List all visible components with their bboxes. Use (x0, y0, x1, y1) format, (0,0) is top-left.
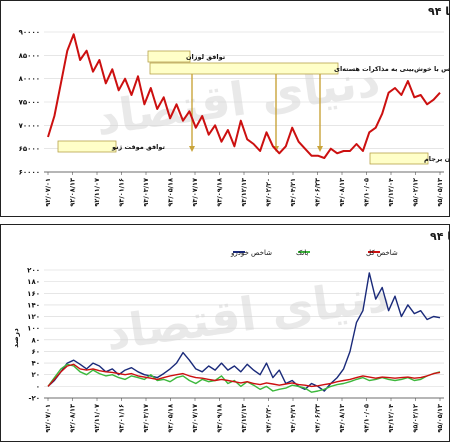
x-tick-label-6: ۹۳/۰۷/۱۷ (191, 178, 199, 207)
legend-label-2: شاخص خودرو (230, 249, 272, 257)
x-tick-label-16: ۹۵/۰۵/۱۳ (436, 178, 444, 207)
x-tick-label-9: ۹۴/۰۲/۲۰ (265, 404, 273, 433)
y-tick-label-4: ۶۰ (31, 348, 40, 356)
legend-label-1: بانک (296, 249, 308, 257)
chart2-title: مقایسه نوسان شاخص کل با دو صنعت بانک و خ… (430, 230, 450, 243)
x-tick-label-16: ۹۵/۰۵/۱۳ (436, 404, 444, 433)
y-tick-label-10: ۱۸۰ (27, 278, 40, 286)
x-tick-label-4: ۹۳/۰۳/۱۷ (142, 404, 150, 433)
x-tick-label-10: ۹۴/۰۴/۲۱ (289, 404, 297, 433)
x-tick-label-14: ۹۴/۱۲/۰۴ (387, 178, 395, 207)
y-tick-label-0: ۶۰۰۰۰ (19, 169, 40, 177)
x-tick-label-2: ۹۲/۱۱/۰۷ (93, 404, 101, 433)
x-tick-label-4: ۹۳/۰۳/۱۷ (142, 178, 150, 207)
x-tick-label-8: ۹۳/۱۲/۱۳ (240, 178, 248, 207)
x-tick-label-1: ۹۲/۰۸/۱۳ (69, 178, 77, 207)
x-tick-label-5: ۹۳/۰۵/۱۸ (167, 404, 175, 433)
series-line-0 (47, 33, 441, 159)
annotation-box-jcpoa (369, 152, 429, 165)
legend-label-0: شاخص کل (366, 249, 398, 257)
panel1-frame (0, 0, 450, 217)
chart2-y-ticks: -۲۰ ۰ ۲۰ ۴۰ ۶۰ ۸۰ ۱۰۰ ۱۲۰ ۱۴۰ ۱۶۰ ۱۸۰ ۲۰۰ (27, 267, 40, 403)
x-tick-label-13: ۹۴/۱۰/۰۵ (363, 404, 371, 433)
chart2-grid (44, 269, 444, 401)
x-tick-label-0: ۹۲/۰۷/۰۱ (44, 178, 52, 207)
chart1-x-ticks: ۹۲/۰۷/۰۱ ۹۲/۰۸/۱۳ ۹۲/۱۱/۰۷ ۹۳/۰۱/۱۶ ۹۳/۰۳/۱۷… (44, 178, 444, 207)
x-tick-label-0: ۹۲/۰۷/۰۱ (44, 404, 52, 433)
y-tick-label-4: ۸۰۰۰۰ (19, 75, 40, 83)
x-tick-label-8: ۹۳/۱۲/۱۳ (240, 404, 248, 433)
y-tick-label-3: ۷۵۰۰۰ (19, 99, 40, 107)
x-tick-label-13: ۹۴/۱۰/۰۵ (363, 178, 371, 207)
x-tick-label-12: ۹۴/۰۸/۱۳ (338, 404, 346, 433)
x-tick-label-10: ۹۴/۰۴/۲۱ (289, 178, 297, 207)
series-line-0 (47, 272, 441, 392)
x-tick-label-15: ۹۵/۰۲/۱۲ (412, 404, 420, 433)
x-tick-label-9: ۹۴/۰۲/۲۰ (265, 178, 273, 207)
x-tick-label-3: ۹۳/۰۱/۱۶ (118, 404, 126, 433)
annotation-arrowhead-0 (189, 146, 195, 152)
annotation-box-geneva (57, 140, 117, 153)
x-tick-label-11: ۹۴/۰۶/۲۳ (314, 404, 322, 433)
x-tick-label-7: ۹۳/۰۹/۱۸ (216, 178, 224, 207)
y-tick-label-8: ۱۴۰ (27, 301, 40, 309)
annotation-geneva: توافق موقت ژنو (111, 143, 165, 151)
x-tick-label-7: ۹۳/۰۹/۱۸ (216, 404, 224, 433)
chart1-series (47, 33, 441, 159)
y-tick-label-2: ۷۰۰۰۰ (19, 122, 40, 130)
chart1-y-ticks: ۶۰۰۰۰ ۶۵۰۰۰ ۷۰۰۰۰ ۷۵۰۰۰ ۸۰۰۰۰ ۸۵۰۰۰ ۹۰۰۰۰ (19, 29, 40, 177)
y-tick-label-1: ۰ (36, 383, 40, 391)
chart2-y-label: درصد (11, 328, 20, 348)
x-tick-label-11: ۹۴/۰۶/۲۳ (314, 178, 322, 207)
panel2-frame (0, 224, 450, 442)
annotation-lausanne: توافق لوزان (186, 53, 225, 61)
y-tick-label-6: ۱۰۰ (27, 325, 40, 333)
chart2-x-ticks: ۹۲/۰۷/۰۱ ۹۲/۰۸/۱۳ ۹۲/۱۱/۰۷ ۹۳/۰۱/۱۶ ۹۳/۰۳/۱۷… (44, 404, 444, 433)
y-tick-label-0: -۲۰ (29, 395, 40, 403)
annotation-jcpoa: اجرایی شدن برجام (424, 155, 450, 163)
panel-sector-comparison: مقایسه نوسان شاخص کل با دو صنعت بانک و خ… (0, 224, 450, 442)
annotation-rallies: سه دوره رشد بورس با خوش‌بینی به مذاکرات … (334, 65, 450, 73)
chart2-series (47, 272, 441, 393)
chart2-legend: شاخص کل بانک شاخص خودرو (230, 249, 398, 257)
panel-stock-index: واکنش بورس به مذاکرات هسته‌ای و برجام در… (0, 0, 450, 217)
y-tick-label-7: ۱۲۰ (27, 313, 40, 321)
x-tick-label-5: ۹۳/۰۵/۱۸ (167, 178, 175, 207)
annotation-box-rallies (149, 62, 339, 75)
annotation-box-lausanne (147, 50, 191, 63)
annotation-arrowhead-2 (317, 146, 323, 152)
chart1-title: واکنش بورس به مذاکرات هسته‌ای و برجام در… (428, 5, 450, 18)
x-tick-label-15: ۹۵/۰۲/۱۲ (412, 178, 420, 207)
chart1-annotations: توافق موقت ژنو توافق لوزان سه دوره رشد بور… (57, 50, 450, 165)
y-tick-label-6: ۹۰۰۰۰ (19, 29, 40, 37)
x-tick-label-1: ۹۲/۰۸/۱۳ (69, 404, 77, 433)
x-tick-label-12: ۹۴/۰۸/۱۳ (338, 178, 346, 207)
y-tick-label-2: ۲۰ (31, 371, 40, 379)
y-tick-label-5: ۸۵۰۰۰ (19, 52, 40, 60)
y-tick-label-11: ۲۰۰ (27, 267, 40, 275)
y-tick-label-3: ۴۰ (31, 360, 40, 368)
series-line-2 (47, 363, 441, 388)
series-line-1 (47, 363, 441, 393)
y-tick-label-5: ۸۰ (31, 336, 40, 344)
x-tick-label-3: ۹۳/۰۱/۱۶ (118, 178, 126, 207)
x-tick-label-6: ۹۳/۰۷/۱۷ (191, 404, 199, 433)
y-tick-label-9: ۱۶۰ (27, 290, 40, 298)
x-tick-label-14: ۹۴/۱۲/۰۴ (387, 404, 395, 433)
y-tick-label-1: ۶۵۰۰۰ (19, 145, 40, 153)
x-tick-label-2: ۹۲/۱۱/۰۷ (93, 178, 101, 207)
